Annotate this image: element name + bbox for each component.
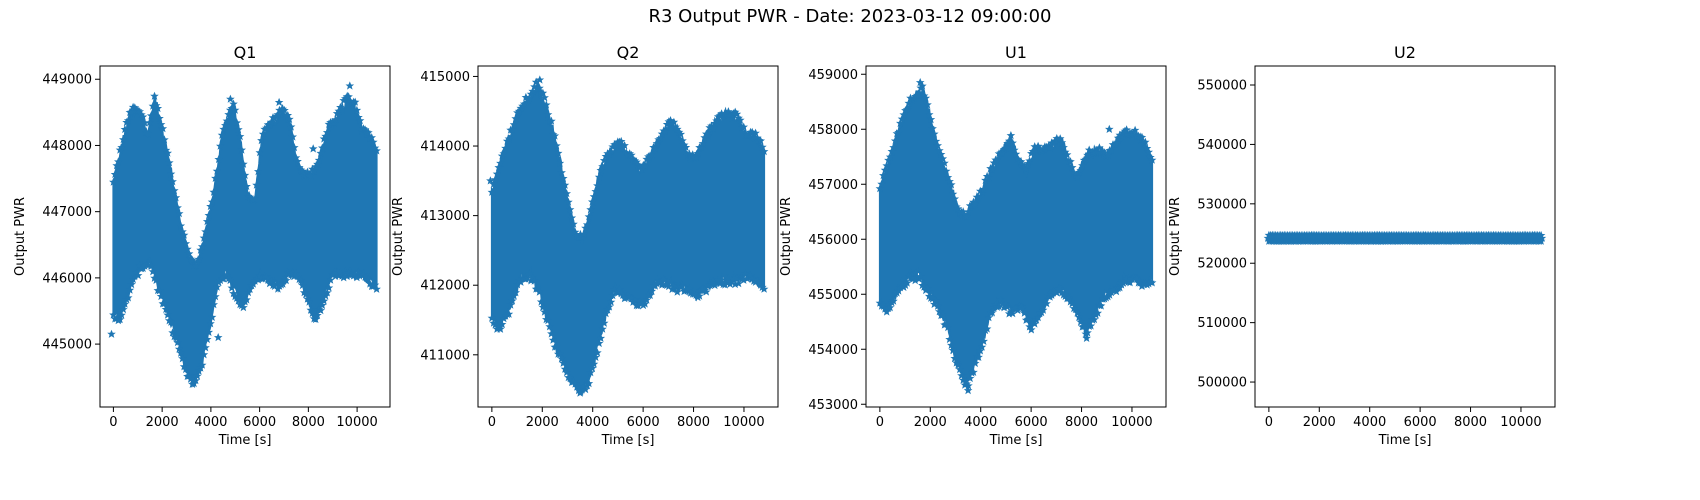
y-tick-label: 445000 — [42, 338, 92, 353]
outlier-point — [345, 81, 355, 90]
x-tick-label: 6000 — [1404, 415, 1437, 430]
y-tick-label: 540000 — [1197, 138, 1247, 153]
y-tick-label: 414000 — [420, 140, 470, 155]
x-tick-label: 0 — [488, 415, 496, 430]
x-tick-label: 0 — [109, 415, 117, 430]
y-axis-label-u1: Output PWR — [779, 197, 794, 276]
axes-frame-q2 — [477, 65, 779, 408]
outlier-point — [213, 333, 223, 342]
x-tick-label: 8000 — [1065, 415, 1098, 430]
y-tick-label: 530000 — [1197, 197, 1247, 212]
y-tick-label: 456000 — [808, 233, 858, 248]
x-tick-label: 0 — [1265, 415, 1273, 430]
series-q1-points — [107, 81, 381, 388]
y-axis-label-u2: Output PWR — [1168, 197, 1183, 276]
series-u1-points — [875, 78, 1157, 395]
y-tick-label: 449000 — [42, 73, 92, 88]
outlier-point — [107, 329, 116, 338]
x-tick-label: 10000 — [1111, 415, 1152, 430]
y-axis-label-q2: Output PWR — [391, 197, 406, 276]
y-tick-label: 453000 — [808, 398, 858, 413]
x-tick-label: 10000 — [723, 415, 764, 430]
x-tick-label: 10000 — [1500, 415, 1541, 430]
x-tick-label: 2000 — [1303, 415, 1336, 430]
x-tick-label: 2000 — [526, 415, 559, 430]
outlier-point — [308, 144, 318, 153]
x-tick-label: 2000 — [146, 415, 179, 430]
x-tick-label: 2000 — [914, 415, 947, 430]
y-tick-label: 500000 — [1197, 376, 1247, 391]
y-tick-label: 454000 — [808, 343, 858, 358]
subplot-q2: 0 2000 4000 6000 8000 10000 411000 412000 413000… — [391, 43, 779, 448]
x-tick-label: 6000 — [627, 415, 660, 430]
series-q2-points — [486, 75, 769, 397]
x-tick-label: 4000 — [194, 415, 227, 430]
data-cloud-u1 — [878, 87, 1154, 387]
subplot-u1: 0 2000 4000 6000 8000 10000 453000 454000 455000… — [779, 43, 1167, 448]
series-u2-points — [1263, 230, 1547, 245]
y-tick-label: 458000 — [808, 123, 858, 138]
subplot-title-q1: Q1 — [234, 43, 257, 62]
axes-frame-u2 — [1254, 65, 1556, 408]
y-tick-label: 447000 — [42, 205, 92, 220]
subplot-title-u2: U2 — [1394, 43, 1416, 62]
subplot-title-q2: Q2 — [617, 43, 640, 62]
x-tick-label: 6000 — [243, 415, 276, 430]
data-cloud-q1 — [112, 91, 378, 388]
x-axis-label-u2: Time [s] — [1378, 433, 1432, 448]
y-tick-label: 550000 — [1197, 79, 1247, 94]
y-tick-label: 448000 — [42, 139, 92, 154]
y-tick-label: 455000 — [808, 288, 858, 303]
figure-title: R3 Output PWR - Date: 2023-03-12 09:00:0… — [648, 6, 1052, 27]
y-tick-label: 510000 — [1197, 316, 1247, 331]
outlier-point — [1105, 124, 1114, 133]
subplot-title-u1: U1 — [1005, 43, 1027, 62]
y-tick-label: 413000 — [420, 209, 470, 224]
y-tick-label: 459000 — [808, 68, 858, 83]
x-tick-label: 8000 — [677, 415, 710, 430]
y-tick-label: 457000 — [808, 178, 858, 193]
subplot-u2: 0 2000 4000 6000 8000 10000 500000 510000 520000… — [1168, 43, 1556, 448]
y-tick-label: 446000 — [42, 271, 92, 286]
y-tick-label: 415000 — [420, 70, 470, 85]
x-tick-label: 4000 — [964, 415, 997, 430]
subplot-q1: 0 2000 4000 6000 8000 10000 445000 446000 447000… — [13, 43, 391, 448]
data-cloud-q2 — [490, 78, 766, 396]
outlier-point — [963, 386, 973, 395]
x-axis-label-q1: Time [s] — [218, 433, 272, 448]
x-tick-label: 8000 — [1454, 415, 1487, 430]
axes-frame-q1 — [99, 65, 391, 408]
x-tick-label: 4000 — [1353, 415, 1386, 430]
axes-frame-u1 — [865, 65, 1167, 408]
x-axis-label-q2: Time [s] — [601, 433, 655, 448]
x-tick-label: 4000 — [576, 415, 609, 430]
x-tick-label: 6000 — [1015, 415, 1048, 430]
x-tick-label: 10000 — [336, 415, 377, 430]
x-axis-label-u1: Time [s] — [989, 433, 1043, 448]
y-tick-label: 411000 — [420, 348, 470, 363]
x-tick-label: 8000 — [292, 415, 325, 430]
x-tick-label: 0 — [876, 415, 884, 430]
y-tick-label: 412000 — [420, 279, 470, 294]
y-tick-label: 520000 — [1197, 257, 1247, 272]
y-axis-label-q1: Output PWR — [13, 197, 28, 276]
